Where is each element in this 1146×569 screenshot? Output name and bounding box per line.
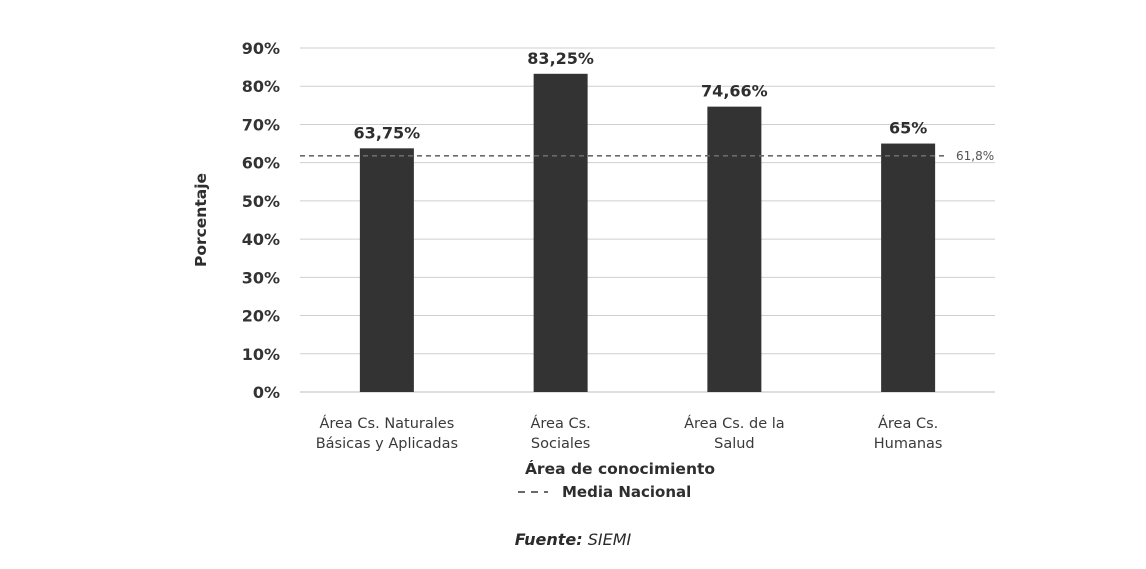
x-tick-label: Área Cs. Naturales [319, 415, 454, 432]
data-label: 74,66% [701, 82, 768, 101]
data-label: 65% [889, 119, 927, 138]
y-axis-title: Porcentaje [192, 173, 210, 267]
bar [707, 106, 762, 393]
legend-label: Media Nacional [562, 483, 691, 501]
y-tick-label: 40% [242, 230, 280, 249]
y-tick-label: 60% [242, 154, 280, 173]
x-axis-title: Área de conocimiento [525, 459, 715, 478]
bar [533, 73, 588, 393]
y-tick-label: 0% [253, 383, 280, 402]
y-tick-label: 30% [242, 268, 280, 287]
bar [881, 143, 936, 392]
source-key: Fuente: [514, 530, 583, 549]
y-tick-label: 20% [242, 307, 280, 326]
x-tick-label: Básicas y Aplicadas [316, 436, 458, 452]
data-label: 63,75% [354, 123, 421, 142]
x-tick-label: Humanas [874, 436, 943, 452]
source-note: Fuente: SIEMI [0, 530, 1146, 549]
y-tick-label: 50% [242, 192, 280, 211]
x-tick-label: Área Cs. de la [684, 415, 785, 432]
x-tick-label: Área Cs. [878, 415, 938, 432]
reference-line-label: 61,8% [956, 149, 994, 163]
y-tick-label: 70% [242, 115, 280, 134]
data-label: 83,25% [527, 49, 594, 68]
x-tick-label: Sociales [531, 436, 590, 452]
y-tick-label: 80% [242, 77, 280, 96]
y-tick-label: 90% [242, 39, 280, 58]
x-tick-label: Salud [714, 436, 755, 452]
x-tick-label: Área Cs. [530, 415, 590, 432]
bar [359, 148, 414, 392]
y-tick-label: 10% [242, 345, 280, 364]
source-value: SIEMI [587, 530, 632, 549]
